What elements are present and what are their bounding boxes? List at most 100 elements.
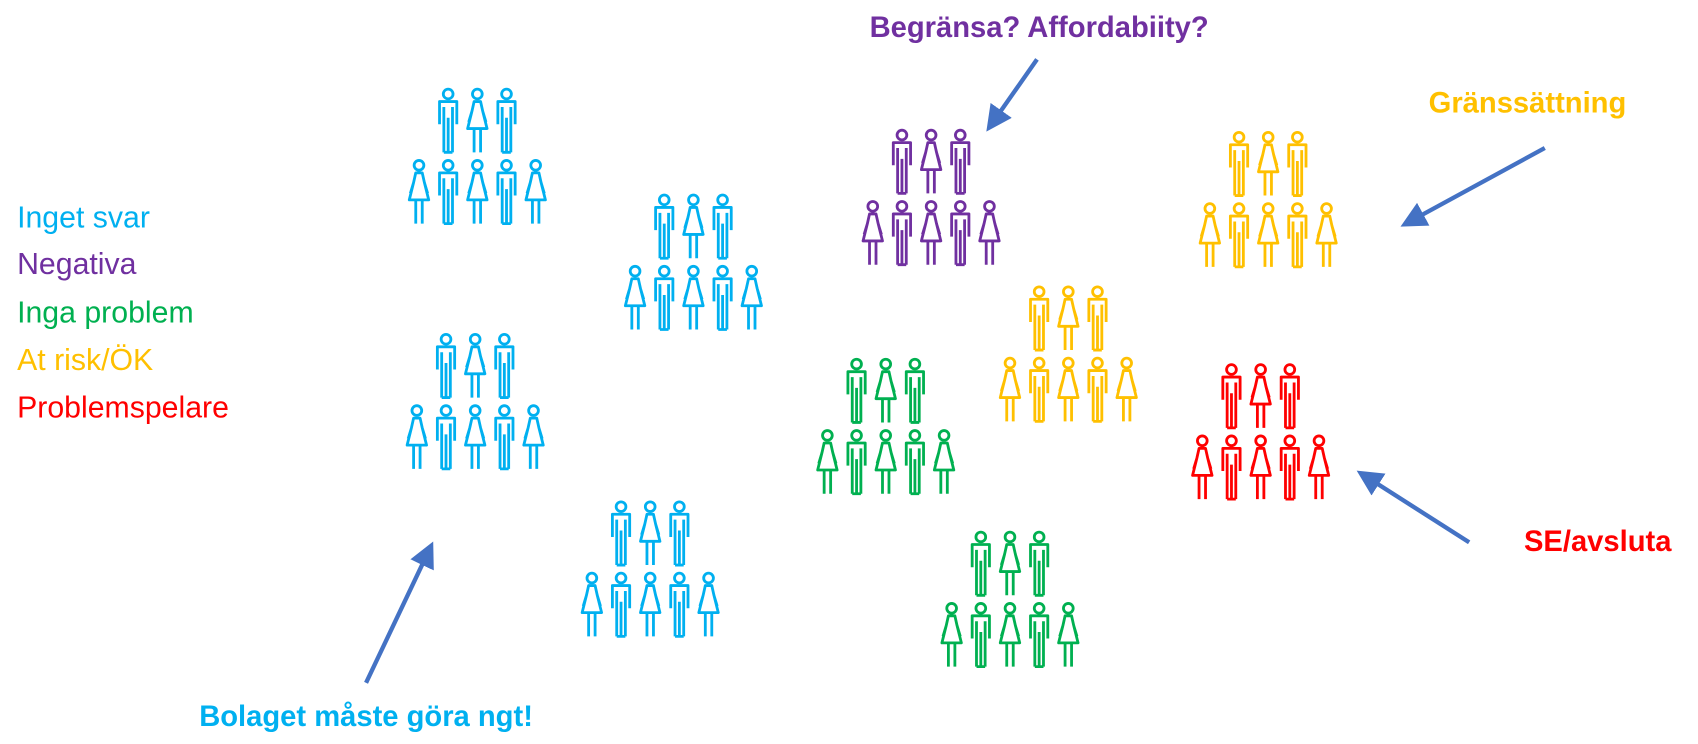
woman-icon [580,571,603,637]
head [821,429,834,442]
head [1283,363,1297,376]
body [1287,143,1308,197]
body [970,543,991,597]
man-icon [1221,363,1242,430]
arrow [1400,146,1546,227]
head [412,159,426,172]
woman-icon [405,404,428,469]
woman-icon [1198,202,1221,267]
body [466,171,489,224]
body [919,212,943,265]
man-icon [712,264,733,331]
body [1029,297,1050,352]
annotation: Bolaget måste göra ngt! [199,701,533,733]
body [1221,446,1242,501]
head [673,500,686,513]
woman-icon [524,159,547,224]
body [697,584,720,637]
woman-icon [682,193,705,259]
body [1057,369,1080,422]
woman-icon [740,264,763,330]
woman-icon [464,404,487,469]
man-icon [950,128,971,195]
head [895,200,909,213]
head [954,200,967,213]
body [1221,375,1242,430]
body [1087,297,1108,352]
man-icon [1221,434,1242,501]
body [1257,143,1280,196]
head [1261,130,1275,144]
head [850,429,863,442]
head [643,571,657,585]
body [494,345,515,399]
head [1254,363,1267,376]
legend-item: Inget svar [17,201,150,234]
man-icon [654,193,675,260]
body [610,512,632,567]
woman-icon [464,332,487,398]
man-icon [891,200,912,267]
head [643,500,657,513]
head [1196,434,1209,448]
body [524,171,547,224]
head [1003,602,1017,615]
woman-icon [978,200,1001,265]
woman-icon [1057,356,1080,422]
woman-icon [639,571,662,637]
body [998,369,1022,422]
body [494,416,515,471]
head [471,87,484,101]
head [850,357,863,371]
man-icon [654,264,675,331]
body [1191,446,1214,500]
body [654,277,675,331]
woman-icon [998,356,1022,422]
head [585,571,599,585]
body [891,141,912,195]
body [435,345,457,399]
woman-icon [1057,602,1080,667]
legend-item: Negativa [17,248,137,281]
man-icon [891,128,912,195]
head [657,193,671,207]
woman-icon [1115,356,1138,422]
head [924,128,938,142]
body [1307,446,1331,500]
head [439,332,453,346]
body [669,512,690,567]
head [410,404,424,417]
man-icon [1029,530,1050,597]
body [438,171,459,226]
body [970,614,991,669]
man-icon [1228,202,1250,269]
man-icon [1087,356,1108,423]
head [1062,602,1075,615]
man-icon [610,571,632,638]
man-icon [1029,356,1050,423]
head [628,264,642,278]
man-icon [712,193,733,260]
head [745,264,759,278]
man-icon [494,332,515,399]
arrow [1356,470,1471,545]
man-icon [435,332,457,399]
body [1257,214,1280,267]
body [496,171,517,226]
head [1291,202,1304,215]
body [891,212,912,267]
man-icon [904,357,925,424]
man-icon [435,404,457,471]
man-icon [950,200,971,267]
head [1062,285,1075,298]
woman-icon [407,159,431,224]
man-icon [438,159,459,226]
head [1203,202,1217,215]
body [712,277,733,331]
head [527,404,540,417]
woman-icon [466,87,489,153]
head [614,571,628,585]
head [866,200,880,213]
body [846,370,867,424]
